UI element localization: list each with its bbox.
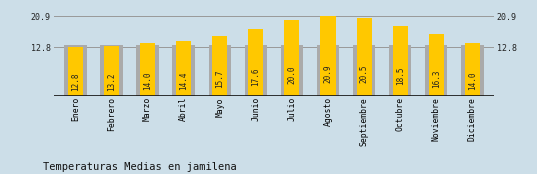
Bar	[245, 45, 267, 96]
Bar	[68, 47, 83, 96]
Text: Temperaturas Medias en jamilena: Temperaturas Medias en jamilena	[43, 162, 237, 172]
Bar	[357, 18, 372, 96]
Bar	[461, 45, 484, 96]
Bar	[176, 41, 191, 96]
Bar	[284, 20, 300, 96]
Text: 17.6: 17.6	[251, 68, 260, 86]
Text: 14.0: 14.0	[143, 72, 152, 90]
Text: 12.8: 12.8	[71, 73, 80, 91]
Text: 14.0: 14.0	[468, 72, 477, 90]
Bar	[317, 45, 339, 96]
Bar	[321, 17, 336, 96]
Text: 13.2: 13.2	[107, 72, 116, 91]
Bar	[465, 43, 480, 96]
Bar	[281, 45, 303, 96]
Bar	[353, 45, 375, 96]
Bar	[389, 45, 411, 96]
Text: 20.9: 20.9	[323, 64, 332, 83]
Bar	[425, 45, 447, 96]
Bar	[208, 45, 231, 96]
Text: 15.7: 15.7	[215, 70, 224, 88]
Text: 18.5: 18.5	[396, 67, 405, 85]
Bar	[104, 46, 119, 96]
Bar	[140, 43, 155, 96]
Bar	[100, 45, 122, 96]
Text: 16.3: 16.3	[432, 69, 441, 88]
Bar	[64, 45, 86, 96]
Bar	[248, 29, 264, 96]
Bar	[429, 34, 444, 96]
Bar	[212, 36, 227, 96]
Text: 14.4: 14.4	[179, 71, 188, 90]
Bar	[393, 26, 408, 96]
Text: 20.0: 20.0	[287, 65, 296, 84]
Bar	[136, 45, 159, 96]
Bar	[172, 45, 195, 96]
Text: 20.5: 20.5	[360, 65, 368, 83]
